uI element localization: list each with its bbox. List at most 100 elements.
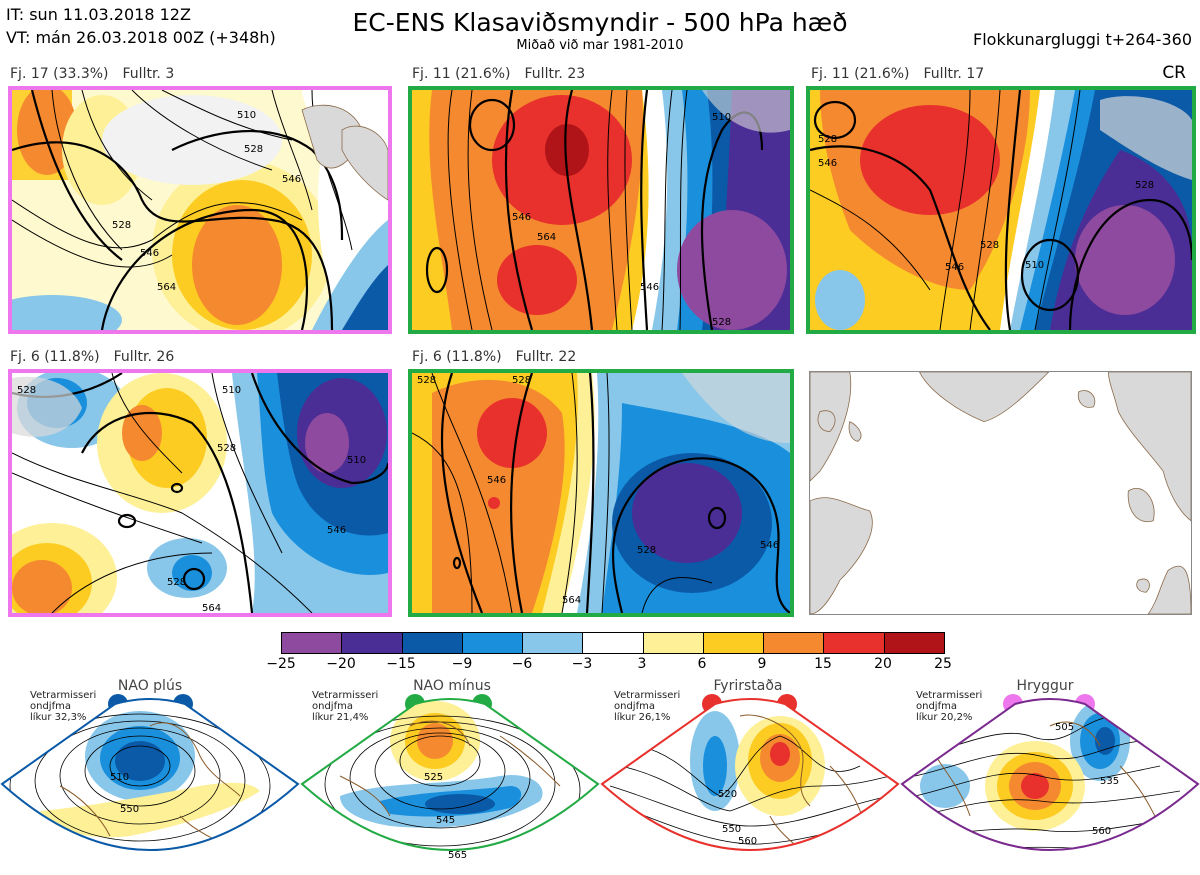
note-line: líkur 32,3% <box>30 712 87 723</box>
colorbar-tick: −6 <box>511 656 533 672</box>
panel-1-representative: Fulltr. 3 <box>122 66 175 82</box>
contour-label: 565 <box>448 850 467 861</box>
contour-label: 510 <box>347 455 366 466</box>
colorbar-tick: −15 <box>386 656 416 672</box>
classification-window: Flokkunargluggi t+264-360 <box>973 30 1192 49</box>
colorbar-tick: 3 <box>637 656 647 672</box>
panel-3-cluster: Fj. 11 (21.6%) <box>811 66 910 82</box>
contour-label: 528 <box>244 144 263 155</box>
colorbar-swatch <box>342 633 403 653</box>
colorbar-swatch <box>583 633 644 653</box>
contour-label: 546 <box>945 262 964 273</box>
contour-label: 528 <box>217 443 236 454</box>
colorbar-swatch <box>643 633 704 653</box>
panel-2-label: Fj. 11 (21.6%) Fulltr. 23 <box>412 66 599 82</box>
panel-4-representative: Fulltr. 26 <box>113 349 175 365</box>
contour-label: 525 <box>424 772 443 783</box>
contour-label: 545 <box>436 815 455 826</box>
contour-label: 510 <box>1025 260 1044 271</box>
colorbar-swatch <box>462 633 524 653</box>
colorbar-swatch <box>703 633 765 653</box>
cluster-map-3: 528 546 546 528 510 528 <box>806 86 1196 334</box>
panel-5-label: Fj. 6 (11.8%) Fulltr. 22 <box>412 349 590 365</box>
initial-time: IT: sun 11.03.2018 12Z <box>6 5 191 24</box>
regime-1-note: Vetrarmisseri ondjfma líkur 32,3% <box>30 690 96 723</box>
regime-3-note: Vetrarmisseri ondjfma líkur 26,1% <box>614 690 680 723</box>
contour-label: 528 <box>167 577 186 588</box>
contour-label: 546 <box>760 540 779 551</box>
contour-label: 546 <box>640 282 659 293</box>
reference-map <box>809 371 1192 615</box>
contour-label: 528 <box>980 240 999 251</box>
panel-5-representative: Fulltr. 22 <box>515 349 577 365</box>
note-line: ondjfma <box>30 701 71 712</box>
page-subtitle: Miðað við mar 1981-2010 <box>516 38 684 53</box>
contour-label: 505 <box>1055 722 1074 733</box>
contour-label: 564 <box>202 603 221 613</box>
panel-3-label: Fj. 11 (21.6%) Fulltr. 17 <box>811 66 998 82</box>
contour-label: 546 <box>282 174 301 185</box>
regime-2-title: NAO mínus <box>413 678 491 694</box>
note-line: ondjfma <box>312 701 353 712</box>
contour-label: 520 <box>718 789 737 800</box>
note-line: líkur 21,4% <box>312 712 369 723</box>
contour-label: 546 <box>512 212 531 223</box>
contour-label: 528 <box>637 545 656 556</box>
panel-3-representative: Fulltr. 17 <box>923 66 985 82</box>
contour-label: 546 <box>487 475 506 486</box>
colorbar-tick: −3 <box>571 656 593 672</box>
colorbar-tick: 6 <box>697 656 707 672</box>
contour-label: 560 <box>1092 826 1111 837</box>
colorbar-tick: −9 <box>451 656 473 672</box>
colorbar-tick: 9 <box>757 656 767 672</box>
colorbar <box>281 632 945 654</box>
cluster-map-1: 510 528 546 528 546 564 <box>8 86 392 334</box>
cluster-map-5: 528 528 546 528 546 564 <box>408 369 794 617</box>
panel-1-label: Fj. 17 (33.3%) Fulltr. 3 <box>10 66 188 82</box>
regime-4-note: Vetrarmisseri ondjfma líkur 20,2% <box>916 690 982 723</box>
note-line: ondjfma <box>916 701 957 712</box>
panel-4-cluster: Fj. 6 (11.8%) <box>10 349 100 365</box>
note-line: Vetrarmisseri <box>30 690 97 701</box>
regime-1-title: NAO plús <box>117 678 183 694</box>
contour-label: 535 <box>1100 776 1119 787</box>
colorbar-swatch <box>824 633 885 653</box>
colorbar-swatch <box>402 633 463 653</box>
regime-map-blocking: 520 550 560 <box>600 686 900 871</box>
contour-label: 528 <box>818 134 837 145</box>
contour-label: 528 <box>712 317 731 328</box>
contour-label: 550 <box>120 804 139 815</box>
contour-label: 564 <box>537 232 556 243</box>
contour-label: 546 <box>140 248 159 259</box>
page-title: EC-ENS Klasaviðsmyndir - 500 hPa hæð <box>352 8 848 37</box>
regime-4-title: Hryggur <box>1016 678 1074 694</box>
regime-map-ridge: 505 535 560 <box>900 686 1200 871</box>
colorbar-swatch <box>884 633 944 653</box>
colorbar-swatch <box>523 633 584 653</box>
colorbar-tick: 20 <box>874 656 892 672</box>
contour-label: 510 <box>222 385 241 396</box>
contour-label: 546 <box>327 525 346 536</box>
contour-label: 528 <box>417 375 436 386</box>
note-line: líkur 20,2% <box>916 712 973 723</box>
regime-map-nao-minus: 525 545 565 <box>300 686 600 871</box>
panel-4-label: Fj. 6 (11.8%) Fulltr. 26 <box>10 349 188 365</box>
panel-2-cluster: Fj. 11 (21.6%) <box>412 66 511 82</box>
panel-2-representative: Fulltr. 23 <box>524 66 586 82</box>
colorbar-tick: 15 <box>814 656 832 672</box>
colorbar-tick: 25 <box>934 656 952 672</box>
contour-label: 564 <box>157 282 176 293</box>
note-line: ondjfma <box>614 701 655 712</box>
colorbar-tick: −20 <box>326 656 356 672</box>
contour-label: 528 <box>112 220 131 231</box>
note-line: líkur 26,1% <box>614 712 671 723</box>
colorbar-swatch <box>282 633 343 653</box>
contour-label: 510 <box>237 110 256 121</box>
contour-label: 528 <box>1135 180 1154 191</box>
cr-label: CR <box>1162 63 1186 83</box>
regime-2-note: Vetrarmisseri ondjfma líkur 21,4% <box>312 690 378 723</box>
cluster-map-2: 546 564 546 528 510 <box>408 86 794 334</box>
cluster-map-4: 528 510 528 546 510 528 564 <box>8 369 392 617</box>
note-line: Vetrarmisseri <box>312 690 379 701</box>
contour-label: 510 <box>110 772 129 783</box>
